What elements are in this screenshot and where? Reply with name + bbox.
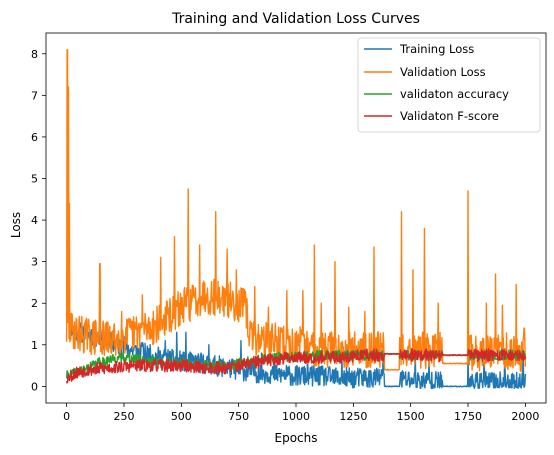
y-tick-label: 4	[31, 214, 38, 227]
y-tick-label: 2	[31, 297, 38, 310]
y-tick-label: 5	[31, 173, 38, 186]
x-tick-label: 1750	[454, 410, 482, 423]
x-tick-label: 1000	[282, 410, 310, 423]
x-tick-label: 1500	[397, 410, 425, 423]
x-tick-label: 1250	[339, 410, 367, 423]
plot-frame	[45, 32, 547, 404]
y-tick-label: 7	[31, 89, 38, 102]
y-tick-label: 1	[31, 339, 38, 352]
x-axis-label: Epochs	[275, 431, 318, 445]
x-tick-label: 0	[63, 410, 70, 423]
legend-box	[357, 37, 541, 133]
legend-label-validation-loss: Validation Loss	[400, 65, 486, 79]
x-tick-label: 500	[171, 410, 192, 423]
y-tick-label: 8	[31, 48, 38, 61]
y-tick-label: 6	[31, 131, 38, 144]
legend-label-training-loss: Training Loss	[399, 42, 474, 56]
chart-title: Training and Validation Loss Curves	[171, 11, 420, 27]
y-axis-label: Loss	[9, 212, 23, 238]
series-line-validaton-f-score	[65, 348, 527, 384]
series-line-training-loss	[66, 202, 527, 390]
legend-label-validation-accuracy: validaton accuracy	[400, 87, 509, 101]
x-tick-label: 250	[113, 410, 134, 423]
y-tick-label: 0	[31, 380, 38, 393]
legend-label-validation-f-score: Validaton F-score	[400, 109, 499, 123]
x-tick-label: 750	[228, 410, 249, 423]
tick-layer: 0 250 500 750 1000 1250 1500 1750 2000 0 1 2 3 4 5 6 7 8	[31, 48, 539, 423]
x-tick-label: 2000	[511, 410, 539, 423]
y-tick-label: 3	[31, 256, 38, 269]
legend: Training Loss Validation Loss validaton …	[357, 37, 541, 133]
series-layer	[65, 48, 527, 390]
